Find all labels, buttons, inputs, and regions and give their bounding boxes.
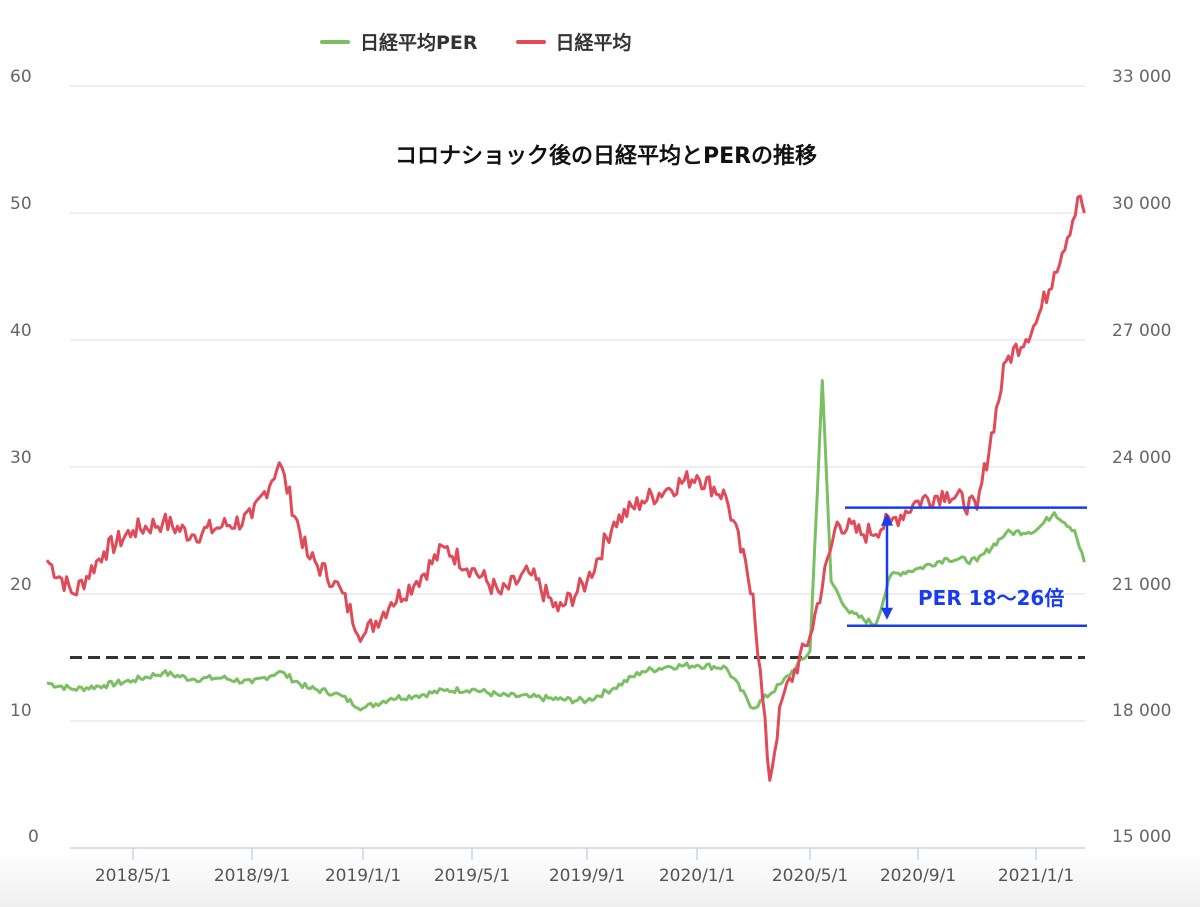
y-left-tick: 40 <box>10 321 32 341</box>
x-tick-label: 2020/5/1 <box>771 866 849 886</box>
legend-label-nikkei: 日経平均 <box>555 32 632 54</box>
x-tick-label: 2020/9/1 <box>879 866 957 886</box>
y-right-tick: 33 000 <box>1112 67 1172 87</box>
y-right-tick: 21 000 <box>1112 575 1172 595</box>
y-right-tick: 18 000 <box>1112 701 1172 721</box>
y-left-tick: 60 <box>10 67 32 87</box>
x-tick-label: 2018/9/1 <box>213 866 291 886</box>
series-line-per <box>46 379 1086 712</box>
legend-label-per: 日経平均PER <box>360 32 478 54</box>
y-left-tick: 30 <box>10 448 32 468</box>
x-axis-ticks <box>132 848 1037 860</box>
chart-title: コロナショック後の日経平均とPERの推移 <box>394 144 818 169</box>
bottom-shade <box>0 850 1200 907</box>
chart-legend: 日経平均PER 日経平均 <box>320 28 632 55</box>
y-left-tick: 0 <box>28 827 39 847</box>
y-right-tick: 15 000 <box>1112 827 1172 847</box>
y-right-tick: 30 000 <box>1112 194 1172 214</box>
y-left-tick: 20 <box>10 575 32 595</box>
x-tick-label: 2019/5/1 <box>433 866 511 886</box>
x-tick-label: 2020/1/1 <box>658 866 736 886</box>
series-line-nikkei <box>45 194 1086 782</box>
x-tick-label: 2018/5/1 <box>94 866 172 886</box>
y-left-tick: 10 <box>10 701 32 721</box>
legend-swatch-per <box>320 39 350 44</box>
y-right-tick: 24 000 <box>1112 448 1172 468</box>
legend-item-nikkei[interactable]: 日経平均 <box>515 28 632 55</box>
legend-swatch-nikkei <box>515 39 546 44</box>
legend-item-per[interactable]: 日経平均PER <box>320 28 478 55</box>
x-tick-label: 2019/1/1 <box>324 866 402 886</box>
y-right-tick: 27 000 <box>1112 321 1172 341</box>
y-left-tick: 50 <box>10 194 32 214</box>
per-range-label: PER 18〜26倍 <box>918 586 1065 610</box>
x-tick-label: 2019/9/1 <box>548 866 626 886</box>
per-range-annotation <box>845 506 1087 627</box>
x-tick-label: 2021/1/1 <box>997 866 1075 886</box>
